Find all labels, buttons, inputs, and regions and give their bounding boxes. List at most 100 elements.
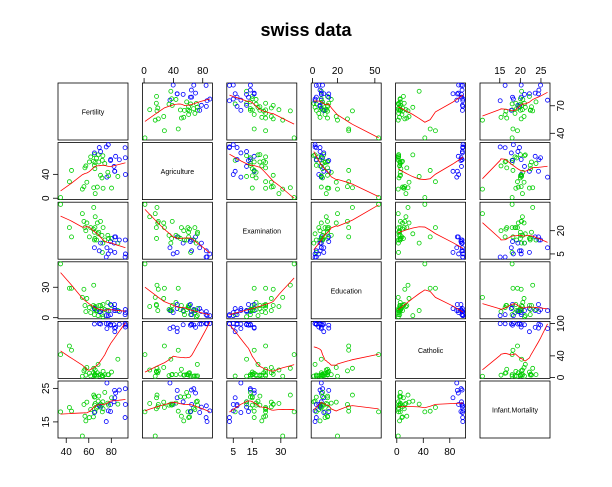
- point: [167, 326, 173, 331]
- point: [427, 168, 433, 173]
- point: [517, 236, 523, 241]
- point: [530, 185, 536, 191]
- point: [536, 157, 542, 163]
- point: [263, 115, 269, 121]
- point: [244, 401, 249, 407]
- point: [123, 310, 128, 316]
- point: [122, 237, 128, 243]
- point: [515, 370, 521, 376]
- point: [90, 414, 96, 420]
- point: [259, 163, 265, 169]
- point: [433, 225, 438, 231]
- point: [108, 158, 113, 163]
- point: [100, 185, 106, 191]
- point: [251, 153, 257, 159]
- point: [168, 356, 174, 362]
- point: [399, 415, 405, 420]
- point: [520, 304, 525, 309]
- point: [197, 245, 203, 251]
- point: [122, 145, 128, 151]
- point: [422, 261, 428, 267]
- point: [328, 169, 334, 175]
- point: [518, 116, 524, 122]
- chart-title: swiss data: [260, 20, 352, 40]
- point: [104, 326, 110, 331]
- point: [152, 373, 158, 379]
- point: [105, 313, 111, 319]
- smooth-line: [313, 204, 379, 250]
- point: [326, 322, 332, 328]
- point: [84, 296, 90, 301]
- point: [416, 240, 422, 246]
- point: [313, 402, 319, 407]
- point: [497, 254, 503, 260]
- point: [321, 168, 327, 174]
- point: [515, 184, 521, 190]
- x-tick-label: 0: [141, 66, 147, 77]
- point: [199, 404, 204, 410]
- point: [115, 401, 121, 407]
- point: [313, 373, 319, 379]
- point: [98, 303, 103, 308]
- point: [459, 102, 465, 108]
- point: [459, 306, 465, 311]
- point: [454, 97, 460, 103]
- point: [460, 251, 466, 257]
- point: [512, 110, 518, 116]
- point: [253, 175, 259, 181]
- point: [520, 169, 526, 175]
- point: [346, 347, 352, 353]
- point: [177, 371, 183, 377]
- point: [199, 240, 204, 246]
- point: [263, 100, 269, 106]
- point: [433, 128, 438, 134]
- point: [515, 149, 521, 154]
- point: [255, 398, 261, 404]
- point: [532, 324, 538, 330]
- point: [91, 205, 97, 210]
- point: [427, 285, 433, 291]
- point: [244, 149, 249, 154]
- point: [100, 153, 106, 159]
- point: [533, 237, 539, 243]
- point: [187, 239, 193, 244]
- point: [313, 415, 319, 420]
- point: [244, 373, 249, 379]
- point: [247, 87, 253, 93]
- point: [502, 82, 508, 88]
- point: [312, 251, 318, 257]
- point: [280, 186, 286, 192]
- panel-frame: [479, 142, 551, 201]
- point: [187, 409, 193, 414]
- point: [263, 413, 269, 419]
- point: [502, 112, 508, 117]
- point: [527, 162, 533, 168]
- point: [335, 433, 340, 439]
- point: [84, 179, 90, 185]
- point: [253, 97, 259, 102]
- point: [153, 100, 159, 106]
- point: [105, 232, 111, 238]
- point: [178, 366, 184, 372]
- point: [247, 312, 253, 318]
- panel-frame: [310, 201, 382, 260]
- point: [147, 304, 153, 309]
- point: [333, 114, 339, 119]
- x-tick-label: 80: [197, 66, 209, 77]
- point: [536, 234, 541, 240]
- point: [498, 309, 504, 314]
- point: [519, 88, 524, 94]
- point: [263, 305, 269, 310]
- point: [188, 87, 194, 93]
- point: [323, 107, 329, 113]
- point: [238, 97, 244, 103]
- point: [155, 116, 161, 122]
- panel-frame: [226, 142, 298, 201]
- point: [263, 154, 269, 160]
- point: [422, 195, 428, 200]
- point: [433, 405, 438, 410]
- point: [98, 172, 103, 178]
- point: [291, 409, 297, 415]
- point: [454, 174, 460, 180]
- point: [100, 302, 106, 307]
